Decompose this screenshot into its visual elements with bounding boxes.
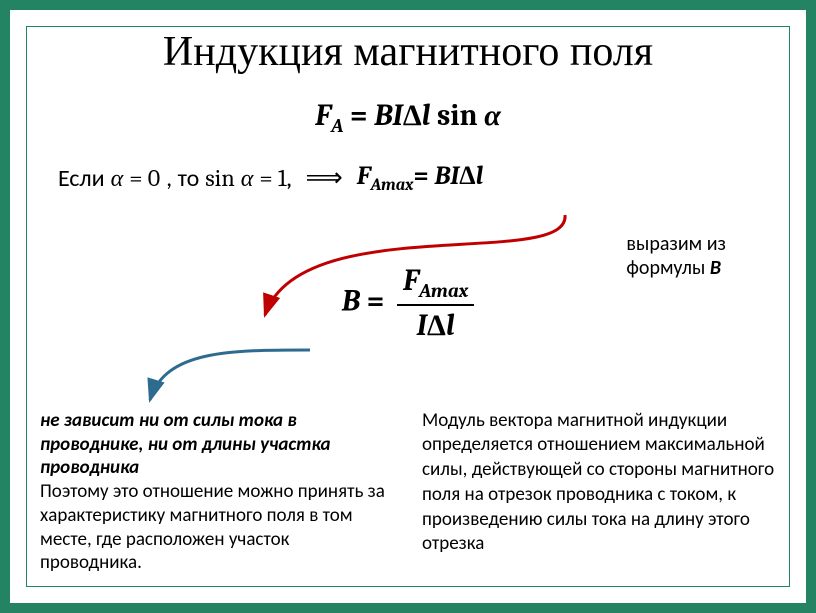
alpha3: α — [241, 164, 254, 193]
note-B: B — [710, 256, 721, 280]
den-I: I — [417, 308, 427, 343]
left-rest: Поэтому это отношение можно принять за х… — [40, 480, 385, 574]
sin2: sin — [205, 164, 234, 192]
l2: l — [476, 161, 484, 191]
comma: , то — [166, 164, 199, 193]
right-text: Модуль вектора магнитной индукции опреде… — [422, 409, 774, 555]
column-right: Модуль вектора магнитной индукции опреде… — [422, 409, 776, 575]
formula-fa: FA = BIΔl sin α — [18, 98, 798, 137]
eq-zero: = 0 — [129, 164, 160, 192]
fraction: FAmax IΔl — [397, 263, 474, 343]
slide-frame: Индукция магнитного поля FA = BIΔl sin α… — [0, 0, 816, 613]
sub-A: A — [331, 114, 343, 137]
sym-B: B — [374, 98, 392, 133]
note-line2a: формулы — [626, 256, 709, 280]
note-derive: выразим из формулы B — [626, 232, 726, 280]
eq-one: = 1, — [259, 164, 291, 192]
B2: B — [435, 161, 451, 191]
sym-alpha: α — [484, 98, 501, 133]
arrow-blue — [150, 350, 310, 400]
eq: = — [343, 98, 374, 133]
column-left: не зависит ни от силы тока в проводнике,… — [40, 409, 394, 575]
sym-F: F — [315, 98, 331, 133]
amax-sub: Amax — [371, 176, 414, 195]
den-l: l — [446, 308, 455, 343]
implies-icon: ⟹ — [298, 163, 351, 193]
eq2: = — [413, 161, 434, 191]
num-sub: Amax — [419, 279, 468, 302]
B-lhs: B — [342, 283, 360, 318]
condition-line: Если α = 0, то sin α = 1, ⟹ FAmax= BIΔl — [18, 161, 798, 195]
F2: F — [357, 161, 371, 191]
den-D: Δ — [427, 308, 446, 343]
text-columns: не зависит ни от силы тока в проводнике,… — [40, 409, 776, 575]
text-if: Если — [58, 164, 105, 193]
page-title: Индукция магнитного поля — [18, 28, 798, 76]
sym-I: I — [392, 98, 402, 133]
sin: sin — [430, 98, 484, 133]
I2: I — [450, 161, 459, 191]
sym-delta: Δ — [403, 98, 422, 133]
num-F: F — [403, 263, 419, 298]
alpha2: α — [111, 164, 124, 193]
note-line1: выразим из — [626, 232, 726, 256]
eq-b: = — [360, 283, 391, 318]
left-emph: не зависит ни от силы тока в проводнике,… — [40, 409, 331, 480]
D2: Δ — [459, 161, 475, 191]
